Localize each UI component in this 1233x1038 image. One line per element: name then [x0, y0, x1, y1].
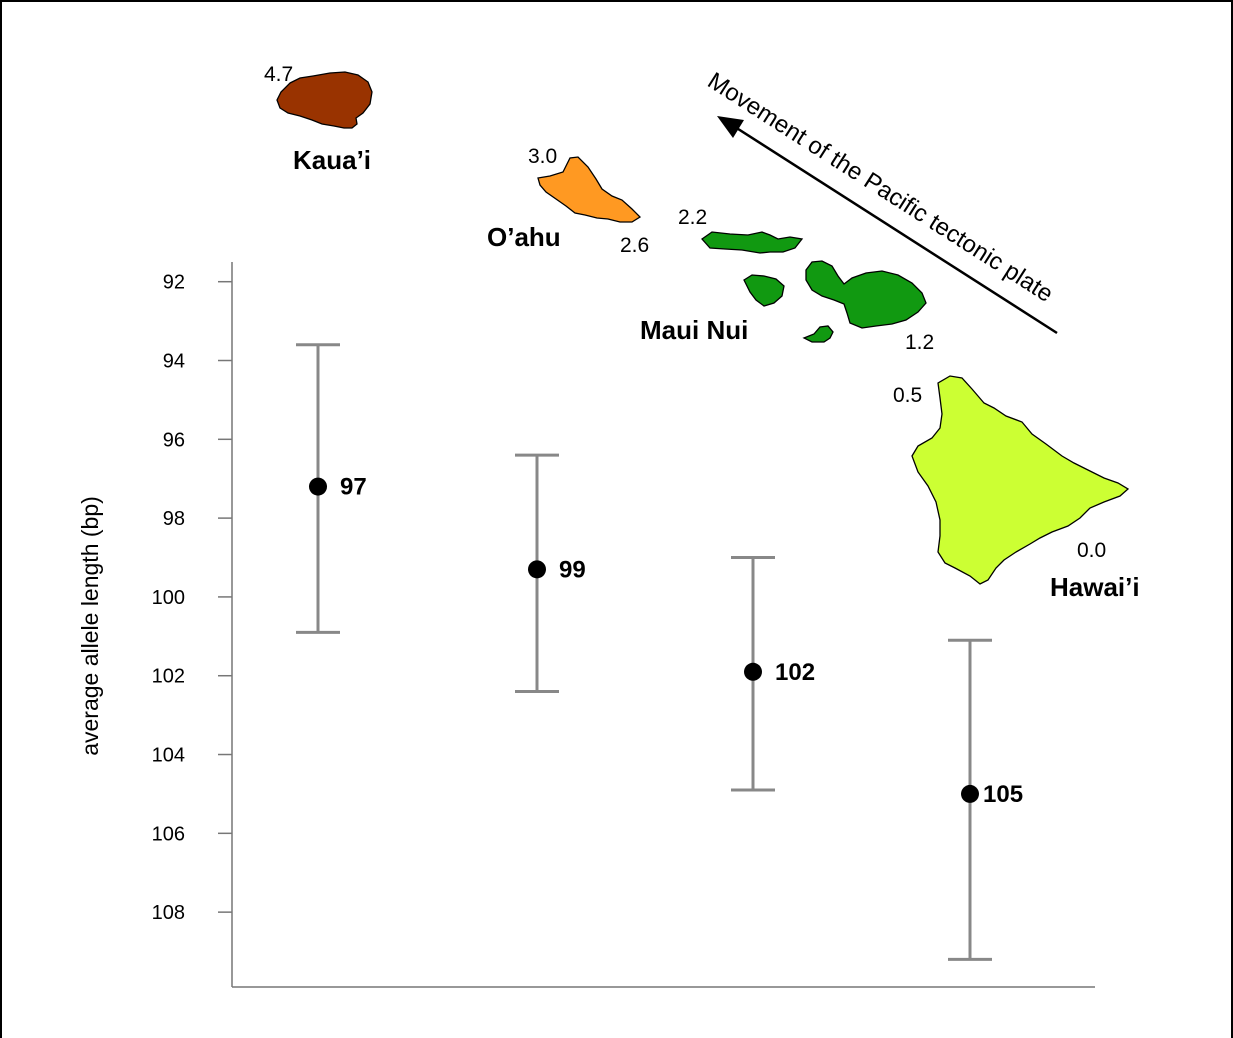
hawaii-island [911, 375, 1130, 585]
axes: 92 94 96 98 100 102 104 106 108 [152, 262, 1095, 988]
island-name-oahu: O’ahu [487, 222, 561, 252]
y-tick-label: 104 [152, 745, 185, 767]
age-label-maui-east: 1.2 [905, 331, 934, 354]
maui-island [805, 260, 927, 329]
error-bar-group: 102 [731, 556, 815, 792]
island-name-maui-nui: Maui Nui [640, 315, 748, 345]
data-point [309, 477, 327, 496]
lanai-island [743, 274, 785, 307]
y-tick-label: 102 [152, 666, 185, 688]
hawaiian-islands-map: Movement of the Pacific tectonic plate K… [264, 63, 1140, 602]
y-tick-label: 98 [163, 508, 185, 530]
y-tick-label: 108 [152, 902, 185, 924]
data-marks: 97 99 102 105 [296, 343, 1023, 961]
island-name-hawaii: Hawai’i [1050, 572, 1140, 602]
y-axis-title: average allele length (bp) [77, 496, 103, 756]
data-point [744, 662, 762, 681]
error-bar-group: 99 [515, 453, 586, 693]
island-name-kauai: Kaua’i [293, 145, 371, 175]
data-label: 102 [775, 659, 815, 686]
age-label-hawaii-north: 0.5 [893, 384, 922, 407]
y-tick-label: 106 [152, 823, 185, 845]
age-label-hawaii-south: 0.0 [1077, 539, 1106, 562]
error-bar-group: 105 [948, 638, 1023, 961]
data-point [961, 784, 979, 803]
y-ticks: 92 94 96 98 100 102 104 106 108 [152, 272, 232, 924]
data-label: 99 [559, 556, 586, 583]
data-label: 97 [340, 474, 367, 501]
kauai-island [276, 71, 373, 129]
y-tick-label: 92 [163, 272, 185, 294]
arrow-head-icon [717, 116, 744, 138]
error-bar-group: 97 [296, 343, 367, 634]
age-label-oahu-west: 3.0 [528, 145, 557, 168]
data-point [528, 560, 546, 579]
age-label-kauai: 4.7 [264, 63, 293, 86]
age-label-oahu-east: 2.6 [620, 234, 649, 257]
kahoolawe-island [802, 325, 834, 343]
y-tick-label: 100 [152, 587, 185, 609]
y-tick-label: 96 [163, 429, 185, 451]
age-label-maui-west: 2.2 [678, 206, 707, 229]
data-label: 105 [983, 781, 1023, 808]
oahu-island [537, 156, 642, 223]
molokai-island [701, 231, 804, 254]
y-tick-label: 94 [163, 351, 185, 373]
plate-movement-arrow [734, 125, 1058, 335]
